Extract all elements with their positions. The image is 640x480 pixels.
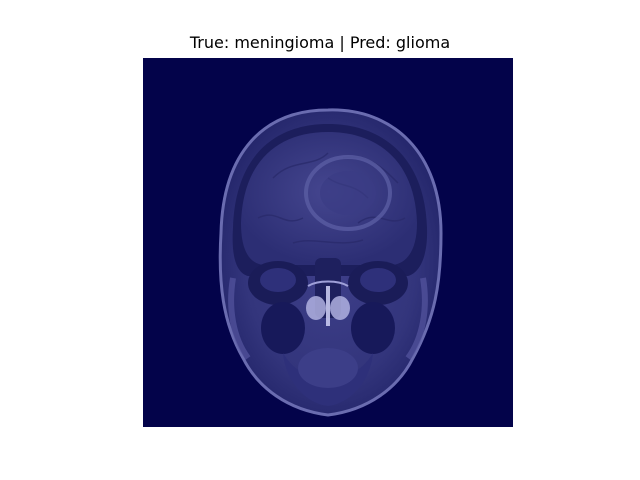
mri-scan-with-heatmap-overlay-icon	[143, 58, 513, 427]
attention-heatmap	[143, 235, 213, 425]
tumor-region	[304, 155, 392, 231]
left-sinus	[261, 302, 305, 354]
figure-title: True: meningioma | Pred: glioma	[189, 33, 451, 52]
mri-heatmap-image	[143, 58, 513, 427]
right-sinus	[351, 302, 395, 354]
nasal-structure	[306, 258, 350, 326]
